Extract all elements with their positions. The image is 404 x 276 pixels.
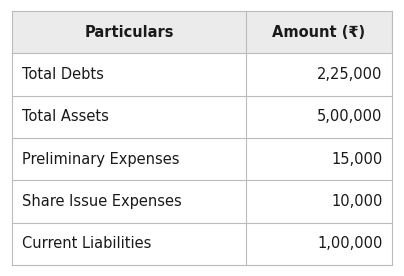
Bar xyxy=(12,96,246,138)
Bar xyxy=(12,138,246,180)
Text: Total Assets: Total Assets xyxy=(22,109,109,124)
Bar xyxy=(246,180,392,223)
Text: Total Debts: Total Debts xyxy=(22,67,103,82)
Bar xyxy=(12,180,246,223)
Text: 2,25,000: 2,25,000 xyxy=(317,67,383,82)
Bar xyxy=(246,11,392,53)
Text: 10,000: 10,000 xyxy=(331,194,383,209)
Text: Amount (₹): Amount (₹) xyxy=(272,25,365,40)
Bar xyxy=(12,53,246,96)
Text: Current Liabilities: Current Liabilities xyxy=(22,236,151,251)
Text: Preliminary Expenses: Preliminary Expenses xyxy=(22,152,179,167)
Text: 5,00,000: 5,00,000 xyxy=(317,109,383,124)
Bar xyxy=(12,223,246,265)
Bar xyxy=(12,11,246,53)
Bar xyxy=(246,53,392,96)
Text: 1,00,000: 1,00,000 xyxy=(317,236,383,251)
Bar xyxy=(246,223,392,265)
Text: Particulars: Particulars xyxy=(84,25,174,40)
Text: Share Issue Expenses: Share Issue Expenses xyxy=(22,194,181,209)
Text: 15,000: 15,000 xyxy=(331,152,383,167)
Bar xyxy=(246,96,392,138)
Bar xyxy=(246,138,392,180)
